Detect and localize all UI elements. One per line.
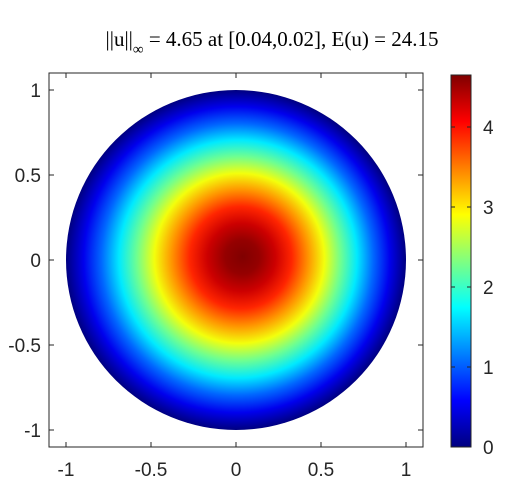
colorbar-frame [450, 74, 472, 448]
x-tick-label: 0.5 [308, 460, 334, 481]
y-tick-label: -1 [24, 421, 41, 442]
colorbar-tick-label: 2 [483, 278, 494, 299]
solution-disk [66, 90, 406, 430]
y-tick-label: -0.5 [8, 336, 41, 357]
title-norm: ||u|| [106, 27, 133, 51]
x-tick-label: 1 [401, 460, 412, 481]
colorbar-tick-label: 0 [483, 438, 494, 459]
title-rest: = 4.65 at [0.04,0.02], E(u) = 24.15 [144, 27, 439, 51]
x-axis: -1 -0.5 0 0.5 1 [58, 73, 412, 481]
y-tick-label: 0.5 [15, 166, 41, 187]
y-axis: -1 -0.5 0 0.5 1 [8, 81, 423, 442]
colorbar-tick-label: 1 [483, 358, 494, 379]
chart-title: ||u||∞ = 4.65 at [0.04,0.02], E(u) = 24.… [106, 27, 439, 58]
y-tick-label: 1 [30, 81, 41, 102]
colorbar-tick-label: 4 [483, 118, 494, 139]
colorbar-axis: 0 1 2 3 4 [451, 118, 494, 459]
y-tick-label: 0 [30, 251, 41, 272]
x-tick-label: 0 [231, 460, 242, 481]
x-tick-label: -0.5 [135, 460, 168, 481]
colorbar-tick-label: 3 [483, 198, 494, 219]
colorbar [451, 75, 471, 447]
x-tick-label: -1 [58, 460, 75, 481]
title-norm-subscript: ∞ [133, 42, 144, 58]
